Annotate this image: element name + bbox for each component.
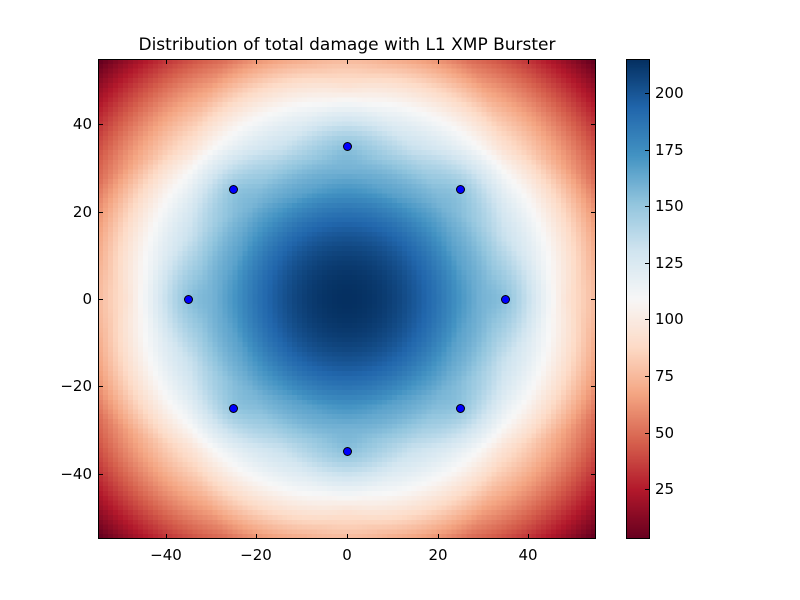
tick-mark xyxy=(645,319,650,320)
tick-mark xyxy=(591,474,596,475)
data-point-marker xyxy=(500,294,510,304)
tick-mark xyxy=(347,59,348,64)
tick-mark xyxy=(256,534,257,539)
y-tick-label: −20 xyxy=(60,377,92,395)
heatmap-canvas xyxy=(98,59,596,539)
colorbar-tick-label: 150 xyxy=(655,197,684,215)
tick-mark xyxy=(98,124,103,125)
tick-mark xyxy=(98,212,103,213)
colorbar-tick-label: 125 xyxy=(655,254,684,272)
data-point-marker xyxy=(455,185,465,195)
colorbar-tick-label: 100 xyxy=(655,310,684,328)
y-tick-label: 0 xyxy=(82,290,92,308)
colorbar-gradient xyxy=(626,59,650,539)
y-tick-label: 20 xyxy=(72,203,92,221)
tick-mark xyxy=(645,93,650,94)
tick-mark xyxy=(645,376,650,377)
x-tick-label: −20 xyxy=(240,546,272,564)
y-tick-label: 40 xyxy=(72,115,92,133)
tick-mark xyxy=(438,59,439,64)
tick-mark xyxy=(98,386,103,387)
tick-mark xyxy=(591,299,596,300)
tick-mark xyxy=(98,474,103,475)
colorbar-tick-label: 200 xyxy=(655,84,684,102)
tick-mark xyxy=(166,59,167,64)
tick-mark xyxy=(438,534,439,539)
colorbar xyxy=(626,59,650,539)
tick-mark xyxy=(256,59,257,64)
tick-mark xyxy=(645,489,650,490)
tick-mark xyxy=(98,299,103,300)
data-point-marker xyxy=(229,403,239,413)
tick-mark xyxy=(645,150,650,151)
tick-mark xyxy=(591,386,596,387)
data-point-marker xyxy=(184,294,194,304)
heatmap-plot-area xyxy=(98,59,596,539)
x-tick-label: 40 xyxy=(518,546,538,564)
tick-mark xyxy=(645,433,650,434)
x-tick-label: −40 xyxy=(150,546,182,564)
tick-mark xyxy=(347,534,348,539)
tick-mark xyxy=(591,124,596,125)
colorbar-tick-label: 50 xyxy=(655,424,675,442)
colorbar-tick-label: 75 xyxy=(655,367,675,385)
colorbar-tick-label: 175 xyxy=(655,141,684,159)
chart-title: Distribution of total damage with L1 XMP… xyxy=(138,35,556,55)
x-tick-label: 0 xyxy=(342,546,352,564)
tick-mark xyxy=(528,59,529,64)
y-tick-label: −40 xyxy=(60,465,92,483)
data-point-marker xyxy=(342,447,352,457)
data-point-marker xyxy=(229,185,239,195)
tick-mark xyxy=(645,263,650,264)
x-tick-label: 20 xyxy=(428,546,448,564)
tick-mark xyxy=(645,206,650,207)
colorbar-tick-label: 25 xyxy=(655,480,675,498)
tick-mark xyxy=(528,534,529,539)
tick-mark xyxy=(591,212,596,213)
data-point-marker xyxy=(455,403,465,413)
tick-mark xyxy=(166,534,167,539)
data-point-marker xyxy=(342,141,352,151)
